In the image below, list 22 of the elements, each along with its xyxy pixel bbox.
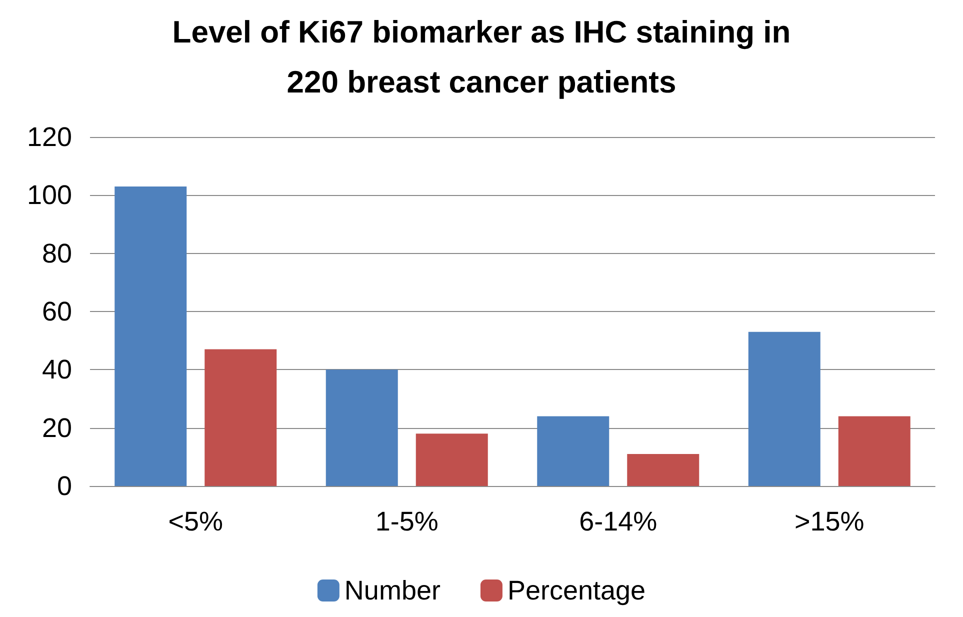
y-tick-label: 120 [26, 122, 72, 152]
legend-label: Percentage [507, 576, 646, 606]
x-tick-label: 6-14% [579, 506, 658, 536]
chart-title: Level of Ki67 biomarker as IHC staining in 220 breast cancer patients [172, 14, 791, 100]
bar [748, 332, 820, 486]
bar [537, 416, 610, 486]
x-tick-label: 1-5% [375, 506, 438, 536]
bar [416, 434, 488, 486]
bar [326, 370, 398, 486]
bar [204, 349, 277, 486]
y-tick-label: 100 [26, 180, 72, 210]
x-tick-label: >15% [794, 506, 864, 536]
y-tick-label: 0 [56, 471, 72, 501]
x-tick-label: <5% [168, 506, 224, 536]
y-tick-label: 80 [42, 238, 72, 268]
y-tick-label: 20 [42, 412, 72, 443]
legend-label: Number [344, 576, 440, 606]
y-tick-label: 60 [42, 296, 72, 326]
bar [838, 416, 910, 486]
bar [627, 454, 700, 486]
y-tick-label: 40 [42, 354, 72, 385]
bar [114, 186, 187, 486]
